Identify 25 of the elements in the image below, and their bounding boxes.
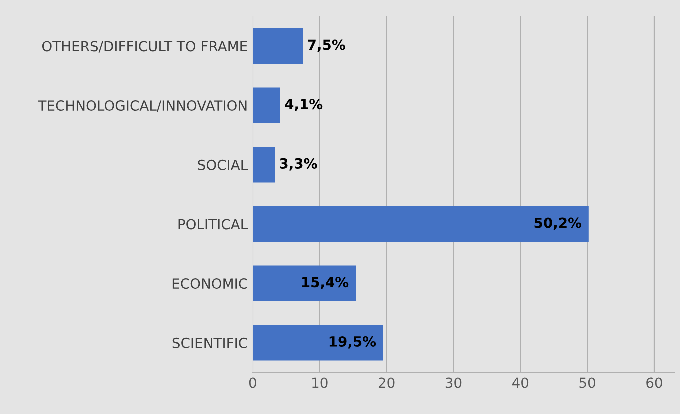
x-tick-label: 0: [249, 378, 256, 388]
x-tick-label: 40: [512, 378, 529, 388]
bar: [252, 147, 276, 183]
y-tick-label: POLITICAL: [178, 219, 248, 230]
x-tick-label: 30: [446, 378, 462, 388]
bar: [252, 88, 280, 124]
data-label: 4,1%: [285, 99, 323, 112]
y-tick-label: OTHERS/DIFFICULT TO FRAME: [42, 41, 248, 53]
data-label: 19,5%: [330, 336, 376, 349]
y-tick-label: TECHNOLOGICAL/INNOVATION: [38, 100, 247, 112]
bar: [252, 325, 384, 361]
data-label: 3,3%: [280, 158, 318, 171]
data-label: 7,5%: [308, 40, 346, 52]
data-label: 15,4%: [302, 277, 349, 290]
x-tick-label: 50: [580, 378, 596, 388]
x-tick-label: 20: [378, 378, 395, 388]
y-tick-label: ECONOMIC: [172, 278, 248, 290]
y-tick-label: SOCIAL: [198, 160, 248, 170]
bar: [252, 206, 589, 242]
y-tick-label: SCIENTIFIC: [172, 338, 248, 348]
bar: [252, 266, 356, 302]
bar: [252, 28, 304, 64]
data-label: 50,2%: [534, 218, 582, 230]
x-tick-label: 60: [646, 378, 662, 388]
x-tick-label: 10: [312, 378, 328, 388]
